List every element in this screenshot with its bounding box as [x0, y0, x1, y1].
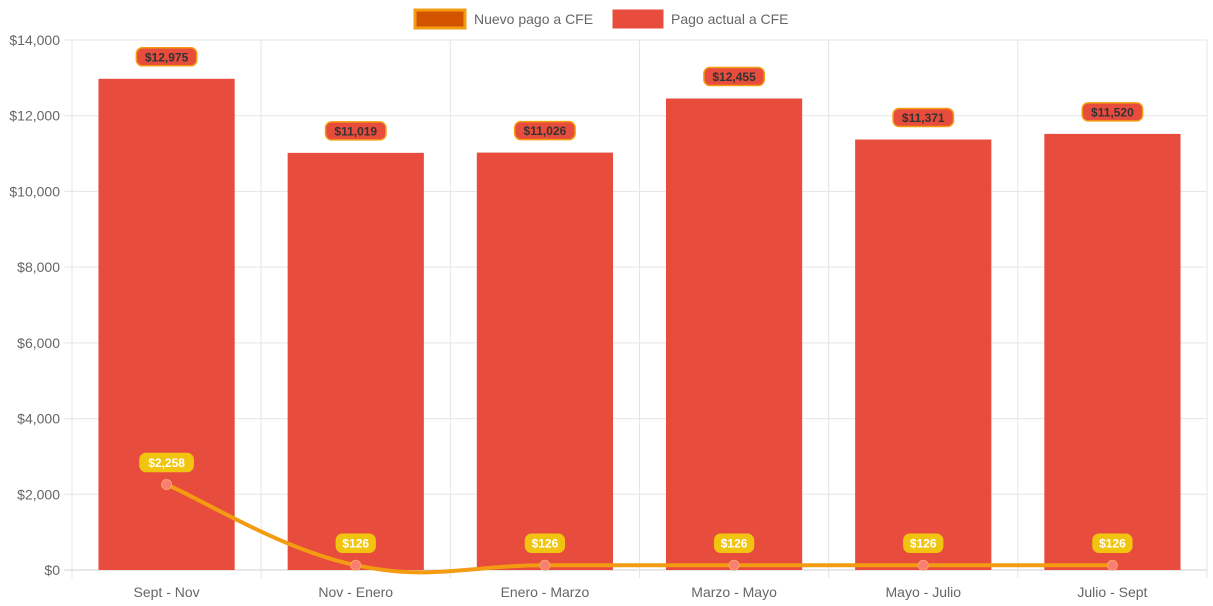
data-label-pago-actual-bg [892, 107, 955, 128]
legend-label-pago-actual: Pago actual a CFE [671, 11, 789, 27]
legend-item-nuevo-pago[interactable]: Nuevo pago a CFE [413, 8, 593, 30]
x-tick-label: Enero - Marzo [501, 584, 590, 600]
data-label-pago-actual: $11,026 [524, 124, 567, 138]
x-tick-label: Marzo - Mayo [691, 584, 777, 600]
data-label-pago-actual: $11,019 [334, 124, 377, 138]
bar-layer [98, 78, 1181, 570]
data-label-nuevo-pago: $126 [721, 537, 748, 551]
line-layer [161, 479, 1118, 575]
point-nuevo-pago [917, 559, 929, 571]
y-tick-label: $14,000 [9, 32, 60, 48]
data-label-nuevo-pago-bg [1092, 533, 1133, 553]
data-label-nuevo-pago: $126 [532, 537, 559, 551]
legend-swatch-nuevo-pago [413, 8, 467, 30]
bar-pago-actual [287, 152, 424, 570]
legend-swatch-pago-actual [612, 9, 664, 29]
point-nuevo-pago [539, 559, 551, 571]
data-label-nuevo-pago-bg [524, 533, 566, 553]
data-label-pago-actual-bg [135, 47, 198, 67]
data-label-pago-actual: $12,975 [145, 50, 189, 64]
bar-pago-actual [1044, 133, 1181, 570]
data-label-pago-actual-bg [703, 66, 766, 87]
x-tick-label: Mayo - Julio [886, 584, 962, 600]
bar-pago-actual [855, 139, 992, 570]
y-tick-label: $4,000 [17, 411, 60, 427]
point-nuevo-pago [728, 559, 740, 571]
y-tick-label: $8,000 [17, 259, 60, 275]
bar-pago-actual [98, 78, 235, 570]
y-tick-label: $12,000 [9, 108, 60, 124]
data-label-pago-actual: $11,371 [902, 111, 945, 125]
data-label-nuevo-pago: $2,258 [148, 456, 185, 470]
data-label-layer: $12,975 $11,019 $11,026 $12,455 $11,371 $11,5… [135, 47, 1144, 553]
data-label-nuevo-pago: $126 [342, 537, 369, 551]
data-label-pago-actual-bg [513, 120, 576, 141]
grid-layer [64, 39, 1208, 578]
x-tick-label: Julio - Sept [1077, 584, 1147, 600]
bar-pago-actual [665, 98, 803, 570]
x-tick-label: Sept - Nov [134, 584, 200, 600]
data-label-pago-actual-bg [1081, 102, 1144, 122]
data-label-nuevo-pago-bg [335, 533, 376, 553]
legend-item-pago-actual[interactable]: Pago actual a CFE [612, 9, 789, 29]
data-label-pago-actual: $11,520 [1091, 105, 1134, 119]
y-tick-label: $0 [44, 562, 60, 578]
line-nuevo-pago [164, 482, 1115, 575]
data-label-nuevo-pago-bg [713, 533, 755, 553]
data-label-nuevo-pago-bg [139, 452, 194, 473]
data-label-pago-actual: $12,455 [712, 70, 756, 84]
y-tick-label: $6,000 [17, 335, 60, 351]
bar-pago-actual [476, 152, 614, 570]
y-tick-label: $10,000 [9, 183, 60, 199]
data-label-nuevo-pago: $126 [1099, 537, 1126, 551]
data-label-pago-actual-bg [324, 121, 387, 141]
data-label-nuevo-pago-bg [903, 533, 944, 553]
legend-label-nuevo-pago: Nuevo pago a CFE [474, 11, 593, 27]
y-tick-label: $2,000 [17, 486, 60, 502]
legend: Nuevo pago a CFE Pago actual a CFE [413, 8, 789, 30]
point-nuevo-pago [1106, 559, 1118, 571]
point-nuevo-pago [350, 559, 362, 571]
axis-layer: $0 $2,000 $4,000 $6,000 $8,000 $10,000 $12,000… [9, 32, 1147, 600]
point-nuevo-pago [161, 479, 173, 491]
x-tick-label: Nov - Enero [318, 584, 393, 600]
data-label-nuevo-pago: $126 [910, 537, 937, 551]
